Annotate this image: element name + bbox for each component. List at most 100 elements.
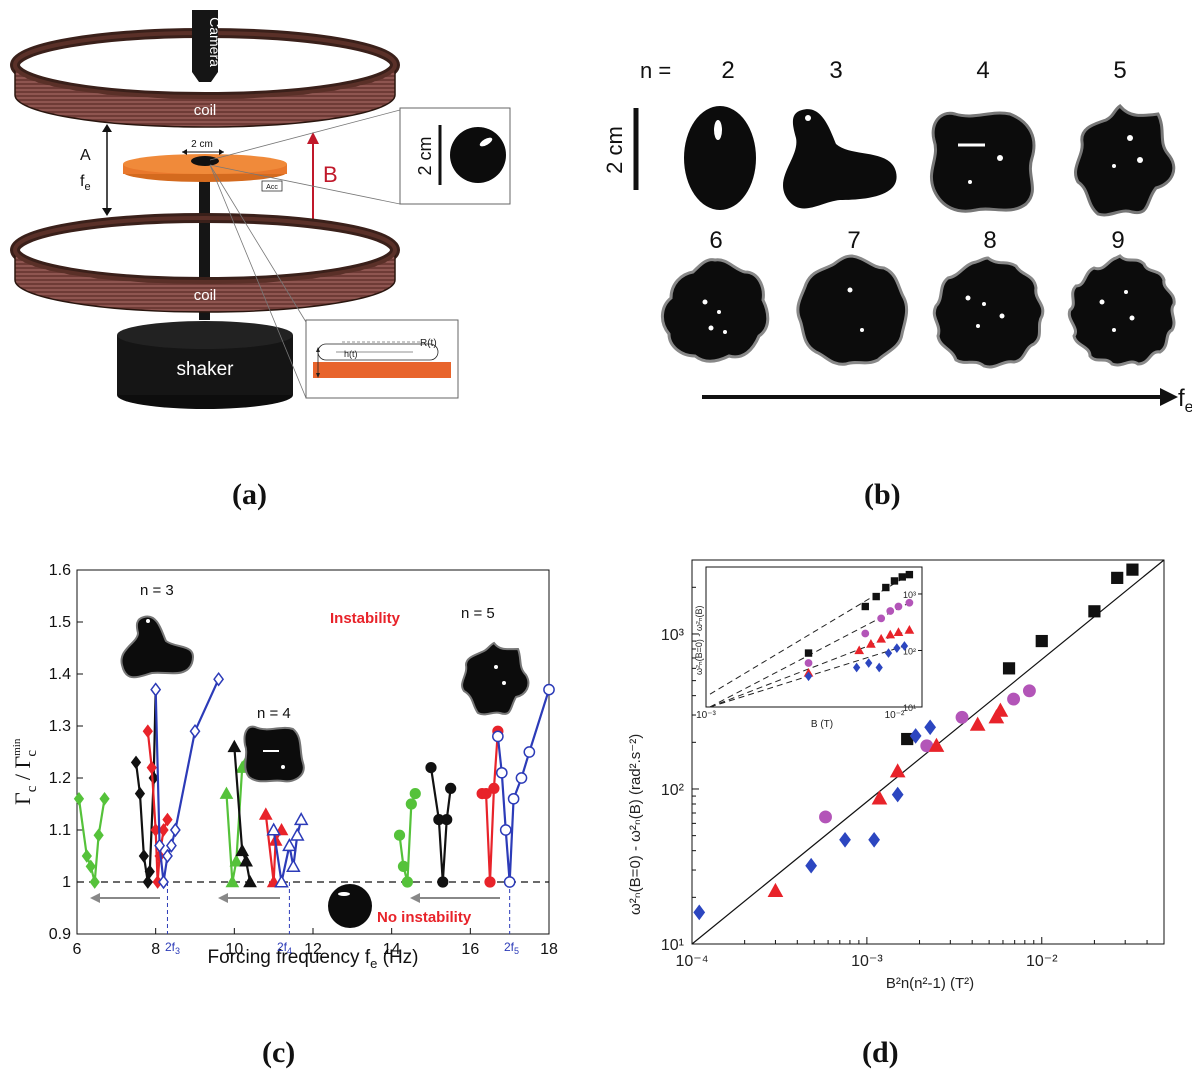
d-xtick-label: 10⁻²: [1026, 953, 1058, 970]
data-point: [162, 812, 173, 827]
data-point: [162, 848, 173, 864]
c-xtick-label: 6: [73, 941, 82, 958]
data-point: [425, 762, 437, 774]
shaker-label: shaker: [176, 359, 234, 380]
series-line: [77, 798, 106, 883]
data-point: [150, 682, 162, 697]
inset-data-point: [804, 671, 813, 682]
c-xtick-label: 8: [151, 941, 160, 958]
data-point: [503, 876, 516, 888]
mark-2f5-sub: 5: [514, 946, 519, 956]
data-point: [437, 876, 449, 888]
data-point: [243, 874, 257, 888]
data-point: [445, 782, 457, 794]
data-point: [89, 875, 100, 889]
inset-data-point: [893, 627, 904, 636]
c-ytick-label: 1.5: [49, 614, 71, 631]
data-point: [955, 710, 969, 724]
inset-xtick-label: 10⁻²: [885, 710, 905, 721]
d-series-3: [693, 719, 937, 921]
panel-d: 10⁻⁴ 10⁻³ 10⁻² 10¹ 10² 10³ 10⁻³ 10⁻² 10¹ 10² 10³ …: [600, 555, 1192, 995]
data-point: [144, 864, 155, 879]
plate-size-label: 2 cm: [191, 139, 213, 150]
shaker: [117, 321, 293, 409]
c-xtick-label: 10: [225, 941, 243, 958]
inset-drop-n3: [120, 615, 195, 679]
c-ylabel-sup: min: [11, 738, 23, 756]
mark-2f3: 2f: [165, 940, 176, 954]
mark-2f3-sub: 3: [175, 946, 180, 956]
drop-mode-3: [783, 109, 897, 209]
data-point: [258, 807, 273, 820]
d-ytick-label: 10³: [661, 627, 685, 644]
data-point: [154, 838, 166, 853]
inset-xlabel: B (T): [811, 719, 833, 730]
coil-top-label: coil: [194, 102, 217, 119]
data-point: [225, 874, 240, 888]
inset-data-point: [804, 659, 813, 667]
data-point: [543, 683, 555, 696]
series-line: [482, 731, 499, 883]
series-11: [492, 683, 555, 888]
label-A: A: [80, 147, 91, 164]
inset-data-point: [885, 629, 896, 639]
c-ytick-label: 1.4: [49, 666, 71, 683]
inset-data-point: [886, 607, 895, 615]
inset-series-0: [804, 570, 914, 657]
data-point: [495, 766, 508, 779]
mode-label-5: 5: [1113, 57, 1126, 84]
svg-text:2f3: 2f3: [165, 940, 180, 956]
c-xtick-label: 18: [540, 941, 558, 958]
inset-data-point: [877, 614, 886, 623]
inset-data-point: [853, 662, 861, 673]
mark-2f5: 2f: [504, 940, 515, 954]
scale-label: 2 cm: [602, 126, 627, 174]
d-series-0: [901, 563, 1139, 746]
c-ytick-label: 1.3: [49, 718, 71, 735]
inset-data-point: [866, 639, 876, 648]
inset-xtick-label: 10⁻³: [696, 710, 716, 721]
drop-mode-shapes: n = 2 3 4 5 2 cm 6 7 8 9: [602, 57, 1192, 416]
droplet-inset: 2 cm: [399, 107, 511, 205]
shaft: [199, 170, 210, 320]
inset-data-point: [905, 598, 914, 607]
data-point: [839, 831, 851, 848]
mode-label-2: 2: [721, 57, 734, 84]
inset-drop-n4: [243, 725, 305, 783]
data-point: [397, 860, 410, 872]
panel-b: n = 2 3 4 5 2 cm 6 7 8 9: [590, 40, 1192, 420]
caption-d: (d): [862, 1036, 899, 1069]
data-point: [213, 671, 225, 687]
c-ytick-label: 0.9: [49, 926, 71, 943]
data-point: [286, 858, 301, 872]
coil-bottom: [10, 213, 400, 313]
d-series-1: [819, 684, 1036, 824]
data-point: [146, 760, 157, 775]
data-point: [282, 838, 297, 852]
data-point: [492, 730, 504, 743]
data-point: [1126, 563, 1139, 576]
drop-mode-4: [929, 111, 1036, 213]
data-point: [227, 739, 242, 753]
caption-a: (a): [232, 478, 267, 511]
profile-inset: h(t) R(t): [305, 319, 459, 399]
coil-bottom-label: coil: [194, 287, 217, 304]
data-point: [81, 849, 92, 863]
c-ytick-label: 1.1: [49, 822, 71, 839]
svg-text:fe: fe: [1178, 385, 1192, 416]
data-point: [1111, 571, 1124, 584]
data-point: [819, 810, 832, 824]
inset-data-point: [898, 573, 906, 581]
data-point: [235, 843, 250, 857]
drop-mode-9: [1067, 254, 1176, 367]
data-point: [523, 746, 536, 758]
inset-scale-label: 2 cm: [415, 136, 435, 175]
inset-data-point: [861, 602, 869, 611]
c-ylabel-main: Γ: [10, 792, 35, 805]
c-ytick-label: 1: [62, 874, 71, 891]
caption-b: (b): [864, 478, 901, 511]
inset-data-point: [890, 577, 899, 585]
data-point: [274, 874, 289, 888]
d-ytick-label: 10¹: [661, 937, 684, 954]
camera-label: Camera: [207, 17, 223, 67]
